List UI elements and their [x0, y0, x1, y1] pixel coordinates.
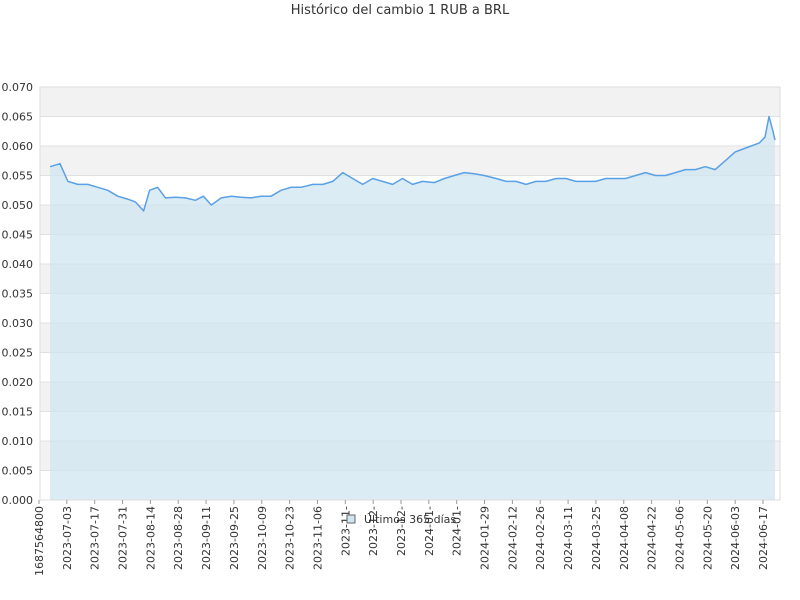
series-group: [49, 115, 776, 500]
plot-frame: [39, 86, 781, 501]
x-tick-label: 2024-02-12: [506, 506, 519, 570]
x-tick-label: 2023-10-23: [284, 506, 297, 570]
x-tick-label: 2023-07-17: [89, 506, 102, 570]
y-tick-label: 0.065: [2, 111, 34, 124]
y-tick-labels: 0.000 0.005 0.010 0.015 0.020 0.025 0.030 0.035…: [2, 81, 34, 507]
x-tick-label: 2024-03-11: [562, 506, 575, 570]
y-tick-label: 0.015: [2, 406, 34, 419]
x-tick-label: 2024-01-: [451, 506, 464, 556]
x-tick-label: 2024-05-06: [673, 506, 686, 570]
x-tick-label: 2023-12-: [395, 506, 408, 556]
chart-title: Histórico del cambio 1 RUB a BRL: [290, 3, 510, 18]
x-tick-label: 2024-01-29: [479, 506, 492, 570]
y-tick-label: 0.005: [2, 465, 34, 478]
y-tick-label: 0.020: [2, 376, 34, 389]
legend-label[interactable]: Últimos 365 días: [364, 513, 456, 526]
x-tick-label: 2023-07-31: [117, 506, 130, 570]
y-tick-label: 0.060: [2, 140, 34, 153]
x-tick-label: 2024-02-26: [534, 506, 547, 570]
x-tick-label: 2023-11-: [339, 506, 352, 556]
y-tick-label: 0.040: [2, 258, 34, 271]
y-tick-label: 0.010: [2, 435, 34, 448]
x-tick-label: 2023-08-28: [172, 506, 185, 570]
x-tick-label: 1687564800: [33, 506, 46, 576]
x-tick-label: 2024-03-25: [590, 506, 603, 570]
y-tick-label: 0.030: [2, 317, 34, 330]
y-tick-label: 0.025: [2, 347, 34, 360]
x-tick-label: 2023-10-09: [256, 506, 269, 570]
x-tick-label: 2024-06-17: [757, 506, 770, 570]
y-tick-label: 0.050: [2, 199, 34, 212]
legend-swatch[interactable]: [346, 514, 356, 524]
x-tick-label: 2023-09-25: [228, 506, 241, 570]
axes: [38, 86, 781, 504]
y-tick-label: 0.035: [2, 288, 34, 301]
grid-band: [40, 146, 780, 176]
x-tick-labels: 1687564800 2023-07-03 2023-07-17 2023-07-31…: [33, 506, 770, 576]
x-tick-label: 2024-05-20: [701, 506, 714, 570]
x-tick-label: 2024-06-03: [729, 506, 742, 570]
x-tick-label: 2023-11-06: [311, 506, 324, 570]
x-tick-label: 2023-12-: [367, 506, 380, 556]
x-tick-label: 2024-04-08: [618, 506, 631, 570]
y-tick-label: 0.000: [2, 494, 34, 507]
series-area: [50, 116, 775, 500]
y-tick-label: 0.045: [2, 229, 34, 242]
y-tick-label: 0.055: [2, 170, 34, 183]
x-tick-label: 2024-01-: [423, 506, 436, 556]
legend[interactable]: Últimos 365 días: [346, 513, 456, 526]
x-tick-label: 2023-08-14: [144, 506, 157, 570]
x-tick-label: 2024-04-22: [646, 506, 659, 570]
y-tick-label: 0.070: [2, 81, 34, 94]
x-tick-label: 2023-07-03: [61, 506, 74, 570]
x-tick-label: 2023-09-11: [200, 506, 213, 570]
series-line[interactable]: [49, 115, 776, 212]
grid-band: [40, 87, 780, 117]
